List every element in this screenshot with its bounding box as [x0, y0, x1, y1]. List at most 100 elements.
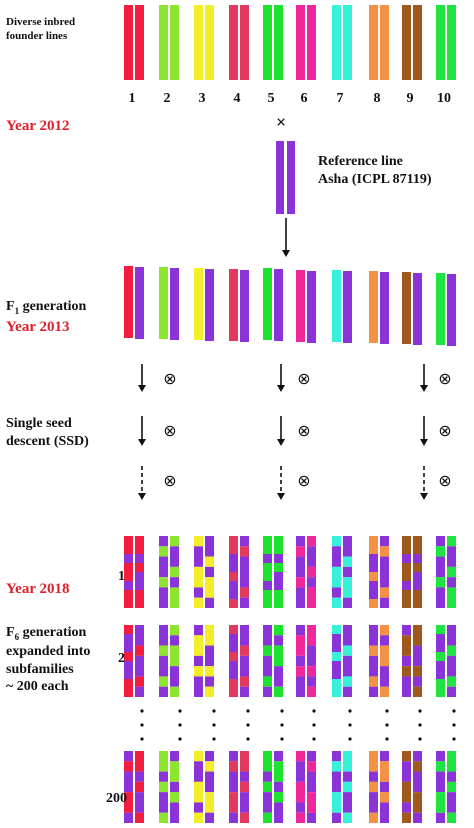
f1-chromosome-1-parent	[124, 266, 133, 338]
reference-chromosome-b	[287, 141, 295, 214]
f6-row1-chromosome-5-b-seg-3	[274, 572, 283, 590]
ellipsis-dot-7-3	[348, 737, 352, 741]
f6-row2-chromosome-1-a-seg-4	[124, 679, 133, 697]
f6-row2-chromosome-1-a-seg-1	[124, 634, 133, 652]
founder-chromosome-3-b	[205, 5, 214, 80]
f6-row200-chromosome-4-b-seg-1	[240, 771, 249, 782]
f6-row1-chromosome-8-b-seg-2	[380, 556, 389, 588]
f6-row2-chromosome-6-b-seg-2	[307, 666, 316, 677]
f6-row1-chromosome-8-a-seg-3	[369, 581, 378, 599]
f6-row200-chromosome-7-a-seg-1	[332, 761, 341, 772]
f1-chromosome-7-parent	[332, 270, 341, 342]
f6-row1-chromosome-8-a-seg-1	[369, 554, 378, 572]
f6-row2-chromosome-9-a-seg-0	[402, 625, 411, 636]
f6-row1-chromosome-1-a-seg-1	[124, 554, 133, 563]
ellipsis-dot-3-1	[212, 709, 216, 713]
f6-row200-chromosome-2-b-seg-0	[170, 751, 179, 762]
f6-row1-chromosome-7-b-seg-0	[343, 536, 352, 557]
f6-row200-chromosome-6-a-seg-2	[296, 781, 305, 803]
f6-row200-chromosome-10-b-seg-1	[447, 771, 456, 782]
f6-row1-chromosome-10-a-seg-3	[436, 577, 445, 588]
f6-row200-chromosome-1-a-seg-1	[124, 761, 133, 772]
f6-row1-chromosome-2-b-seg-2	[170, 566, 179, 578]
f6-row2-chromosome-9-b-seg-4	[413, 686, 422, 697]
f1-chromosome-2-parent	[159, 267, 168, 339]
f6-row1-chromosome-4-a-seg-3	[229, 581, 238, 599]
f1-chromosome-6-parent	[296, 270, 305, 342]
founder-chromosome-5-b	[274, 5, 283, 80]
founder-chromosome-1-a	[124, 5, 133, 80]
f6-row1-chromosome-1-a-seg-0	[124, 536, 133, 554]
f6-row200-chromosome-2-a-seg-1	[159, 771, 168, 782]
f6-row1-chromosome-5-b-seg-1	[274, 554, 283, 563]
f6-row200-chromosome-5-a-seg-2	[263, 781, 272, 793]
f6-row200-chromosome-4-a-seg-4	[229, 812, 238, 823]
f6-row1-chromosome-6-b-seg-4	[307, 587, 316, 608]
f6-row1-chromosome-4-b-seg-1	[240, 546, 249, 557]
f6-row2-chromosome-4-b-seg-0	[240, 625, 249, 646]
f6-row1-chromosome-3-a-seg-4	[194, 597, 203, 608]
f6-row1-chromosome-6-b-seg-1	[307, 546, 316, 567]
f6-row1-chromosome-9-b-seg-2	[413, 563, 422, 572]
f6-row200-chromosome-8-b-seg-2	[380, 781, 389, 793]
f6-row2-chromosome-5-b-seg-4	[274, 686, 283, 697]
f6-row200-chromosome-1-a-seg-3	[124, 792, 133, 813]
ellipsis-dot-4-1	[246, 709, 250, 713]
f6-row1-chromosome-2-a-seg-4	[159, 587, 168, 608]
f6-row200-chromosome-3-a-seg-4	[194, 812, 203, 823]
f6-row1-chromosome-4-b-seg-2	[240, 556, 249, 588]
f6-row2-chromosome-8-a-seg-4	[369, 686, 378, 697]
f6-row1-chromosome-10-b-seg-1	[447, 546, 456, 567]
f6-row200-chromosome-2-b-seg-4	[170, 802, 179, 823]
ssd-arrow-1-3-head	[420, 385, 428, 392]
f6-row2-chromosome-1-b-seg-0	[135, 625, 144, 646]
f6-row2-chromosome-1-a-seg-3	[124, 661, 133, 679]
f6-row1-chromosome-3-a-seg-2	[194, 566, 203, 588]
ellipsis-dot-7-2	[348, 723, 352, 727]
f6-row200-chromosome-1-b-seg-3	[135, 792, 144, 813]
f6-row200-chromosome-9-a-seg-1	[402, 761, 411, 782]
f6-row2-chromosome-10-a-seg-1	[436, 634, 445, 652]
f6-row2-chromosome-7-b-seg-4	[343, 686, 352, 697]
ellipsis-dot-4-3	[246, 737, 250, 741]
f6-row1-chromosome-9-b-seg-0	[413, 536, 422, 554]
self-symbol-2-2: ⊗	[297, 421, 310, 440]
f6-row1-chromosome-8-b-seg-3	[380, 587, 389, 598]
f6-row2-chromosome-8-b-seg-1	[380, 635, 389, 646]
ellipsis-dot-7-1	[348, 709, 352, 713]
founder-number-1: 1	[128, 91, 136, 106]
f6-row1-chromosome-2-b-seg-3	[170, 577, 179, 588]
f6-row1-chromosome-2-a-seg-0	[159, 536, 168, 547]
f6-row1-chromosome-10-a-seg-0	[436, 536, 445, 547]
f6-row200-chromosome-1-a-seg-4	[124, 812, 133, 823]
f6-row2-chromosome-4-a-seg-1	[229, 634, 238, 652]
f6-row1-chromosome-6-a-seg-1	[296, 546, 305, 557]
f6-row200-chromosome-10-a-seg-4	[436, 812, 445, 823]
f1-chromosome-9-parent	[402, 272, 411, 344]
ssd-arrow-1-1-head	[138, 385, 146, 392]
f6-row200-chromosome-10-a-seg-0	[436, 751, 445, 762]
f6-row1-chromosome-9-a-seg-0	[402, 536, 411, 554]
f6-row200-chromosome-1-b-seg-1	[135, 771, 144, 782]
f6-row2-chromosome-6-b-seg-0	[307, 625, 316, 646]
f6-row1-chromosome-1-b-seg-1	[135, 554, 144, 563]
f6-row2-chromosome-2-a-seg-0	[159, 625, 168, 646]
f6-row1-chromosome-6-a-seg-2	[296, 556, 305, 578]
f6-row200-chromosome-9-a-seg-0	[402, 751, 411, 762]
f6-row1-chromosome-9-a-seg-3	[402, 581, 411, 590]
f6-row200-chromosome-3-b-seg-1	[205, 761, 214, 772]
f6-row2-chromosome-10-b-seg-4	[447, 686, 456, 697]
f6-row200-chromosome-6-b-seg-0	[307, 751, 316, 762]
f6-row2-chromosome-10-a-seg-4	[436, 679, 445, 697]
ellipsis-dot-8-2	[385, 723, 389, 727]
f6-row1-chromosome-3-b-seg-2	[205, 566, 214, 578]
f6-row2-chromosome-9-b-seg-1	[413, 645, 422, 667]
ellipsis-dot-8-1	[385, 709, 389, 713]
f6-row200-chromosome-8-b-seg-0	[380, 751, 389, 762]
f6-row2-chromosome-4-b-seg-2	[240, 655, 249, 677]
f6-row2-chromosome-5-b-seg-2	[274, 645, 283, 667]
founder-chromosome-1-b	[135, 5, 144, 80]
f6-row200-chromosome-4-a-seg-0	[229, 751, 238, 762]
founder-number-4: 4	[233, 91, 241, 106]
